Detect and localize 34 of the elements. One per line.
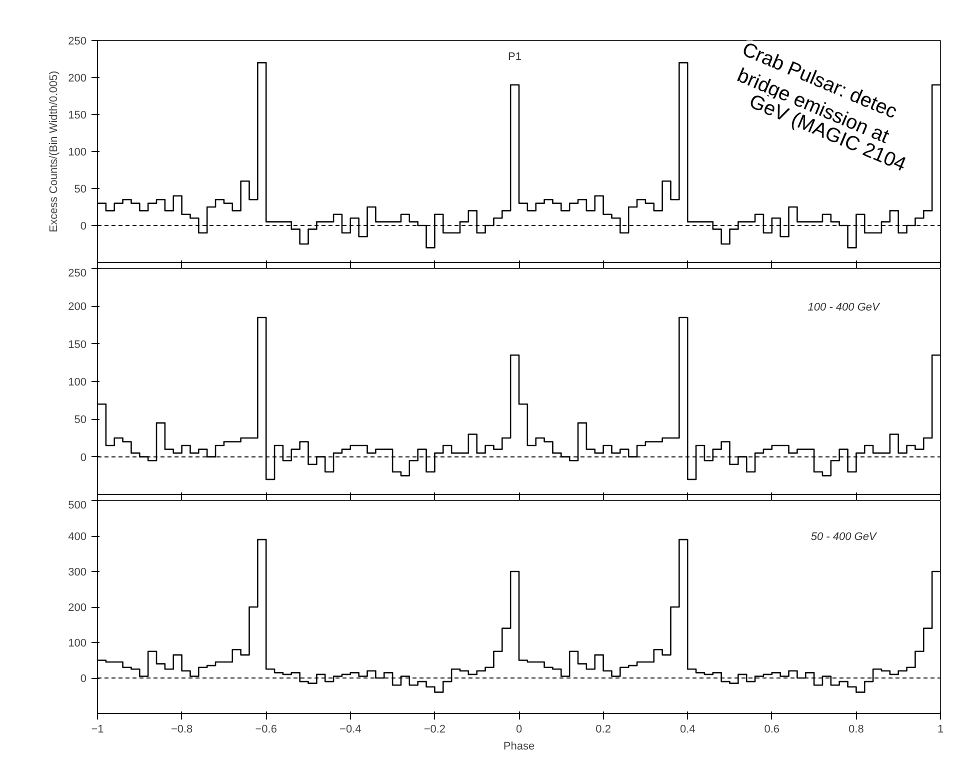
x-tick-label: 0.8: [848, 724, 864, 736]
x-tick-label: 0.2: [596, 724, 611, 736]
y-tick-label: 400: [68, 531, 87, 543]
x-tick-label: 1: [937, 724, 944, 736]
y-tick-label: 250: [68, 36, 87, 48]
annotation: P1: [508, 50, 522, 63]
x-tick-label: 0.6: [764, 724, 780, 736]
annotation: 100 - 400 GeV: [808, 302, 881, 314]
y-tick-label: 150: [68, 338, 87, 351]
x-tick-label: −0.6: [255, 724, 277, 736]
y-tick-label: 200: [68, 72, 87, 84]
x-tick-label: 0.4: [680, 724, 696, 736]
y-tick-label: 50: [74, 414, 87, 426]
y-tick-label: 0: [80, 220, 87, 232]
y-tick-label: 200: [68, 602, 87, 614]
y-tick-label: 100: [68, 638, 87, 650]
y-tick-label: 300: [68, 566, 87, 578]
y-axis-title: Excess Counts/(Bin Width/0.005): [48, 70, 60, 232]
x-axis-title: Phase: [503, 740, 535, 752]
y-tick-label: 0: [80, 452, 87, 464]
x-tick-label: −0.4: [340, 724, 362, 736]
x-tick-label: −0.2: [424, 724, 446, 736]
y-tick-label: 500: [68, 500, 87, 512]
y-tick-label: 150: [68, 110, 87, 122]
y-tick-label: 200: [68, 301, 87, 314]
y-tick-label: 50: [74, 184, 87, 196]
y-tick-label: 0: [80, 673, 87, 685]
x-tick-label: −1: [91, 724, 104, 736]
x-tick-label: −0.8: [170, 724, 193, 736]
x-tick-label: 0: [516, 724, 522, 736]
y-tick-label: 100: [68, 376, 87, 388]
y-tick-label: 100: [68, 146, 87, 158]
annotation: 50 - 400 GeV: [810, 531, 878, 544]
y-tick-label: 250: [68, 268, 87, 280]
